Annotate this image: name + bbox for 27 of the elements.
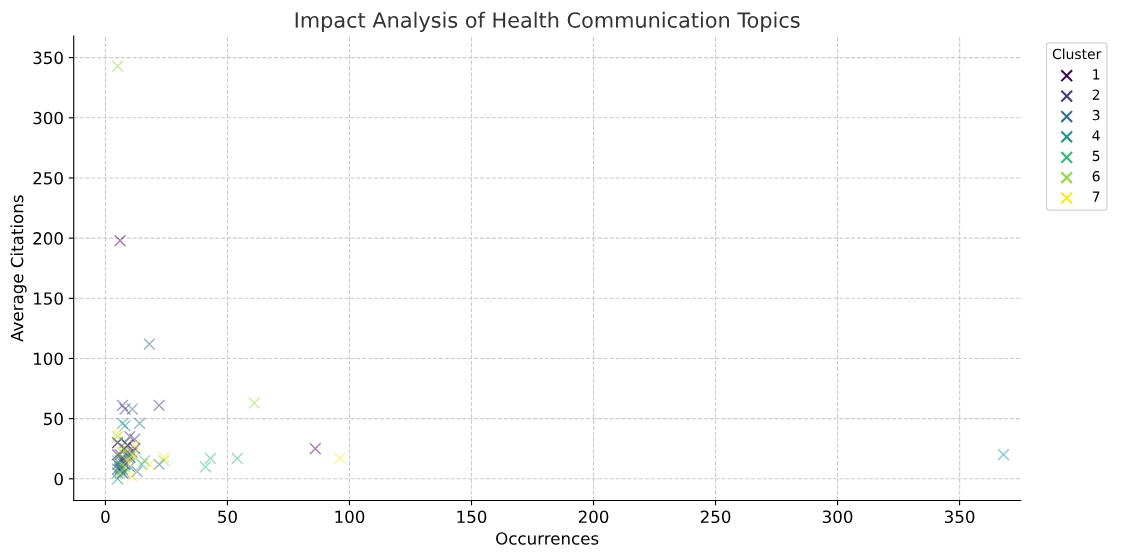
x-tick-label: 350 (944, 510, 975, 524)
x-tick-label: 200 (578, 510, 609, 524)
y-tick-label: 100 (34, 352, 63, 366)
legend-title: Cluster (1052, 48, 1102, 60)
legend-label: 6 (1092, 171, 1100, 182)
x-tick-label: 300 (822, 510, 853, 524)
legend-label: 5 (1092, 150, 1100, 162)
y-tick-label: 300 (33, 111, 63, 125)
legend-label: 2 (1092, 89, 1100, 100)
y-tick-label: 250 (33, 171, 63, 185)
x-tick-label: 50 (218, 510, 237, 524)
legend-label: 7 (1092, 191, 1100, 202)
x-tick-label: 250 (700, 510, 731, 524)
legend-label: 3 (1092, 109, 1100, 121)
chart-title: Impact Analysis of Health Communication Topics (295, 11, 800, 32)
x-axis-title: Occurrences (496, 532, 599, 545)
y-tick-label: 150 (34, 292, 63, 305)
legend-label: 4 (1092, 130, 1100, 141)
x-tick-label: 100 (335, 510, 365, 524)
x-tick-label: 0 (101, 510, 110, 524)
legend-label: 1 (1093, 69, 1100, 80)
x-tick-label: 150 (457, 510, 487, 524)
y-axis-title: Average Citations (10, 195, 27, 342)
y-tick-label: 200 (33, 232, 63, 245)
y-tick-label: 350 (33, 51, 63, 65)
y-tick-label: 50 (44, 412, 63, 426)
y-tick-label: 0 (54, 472, 63, 486)
